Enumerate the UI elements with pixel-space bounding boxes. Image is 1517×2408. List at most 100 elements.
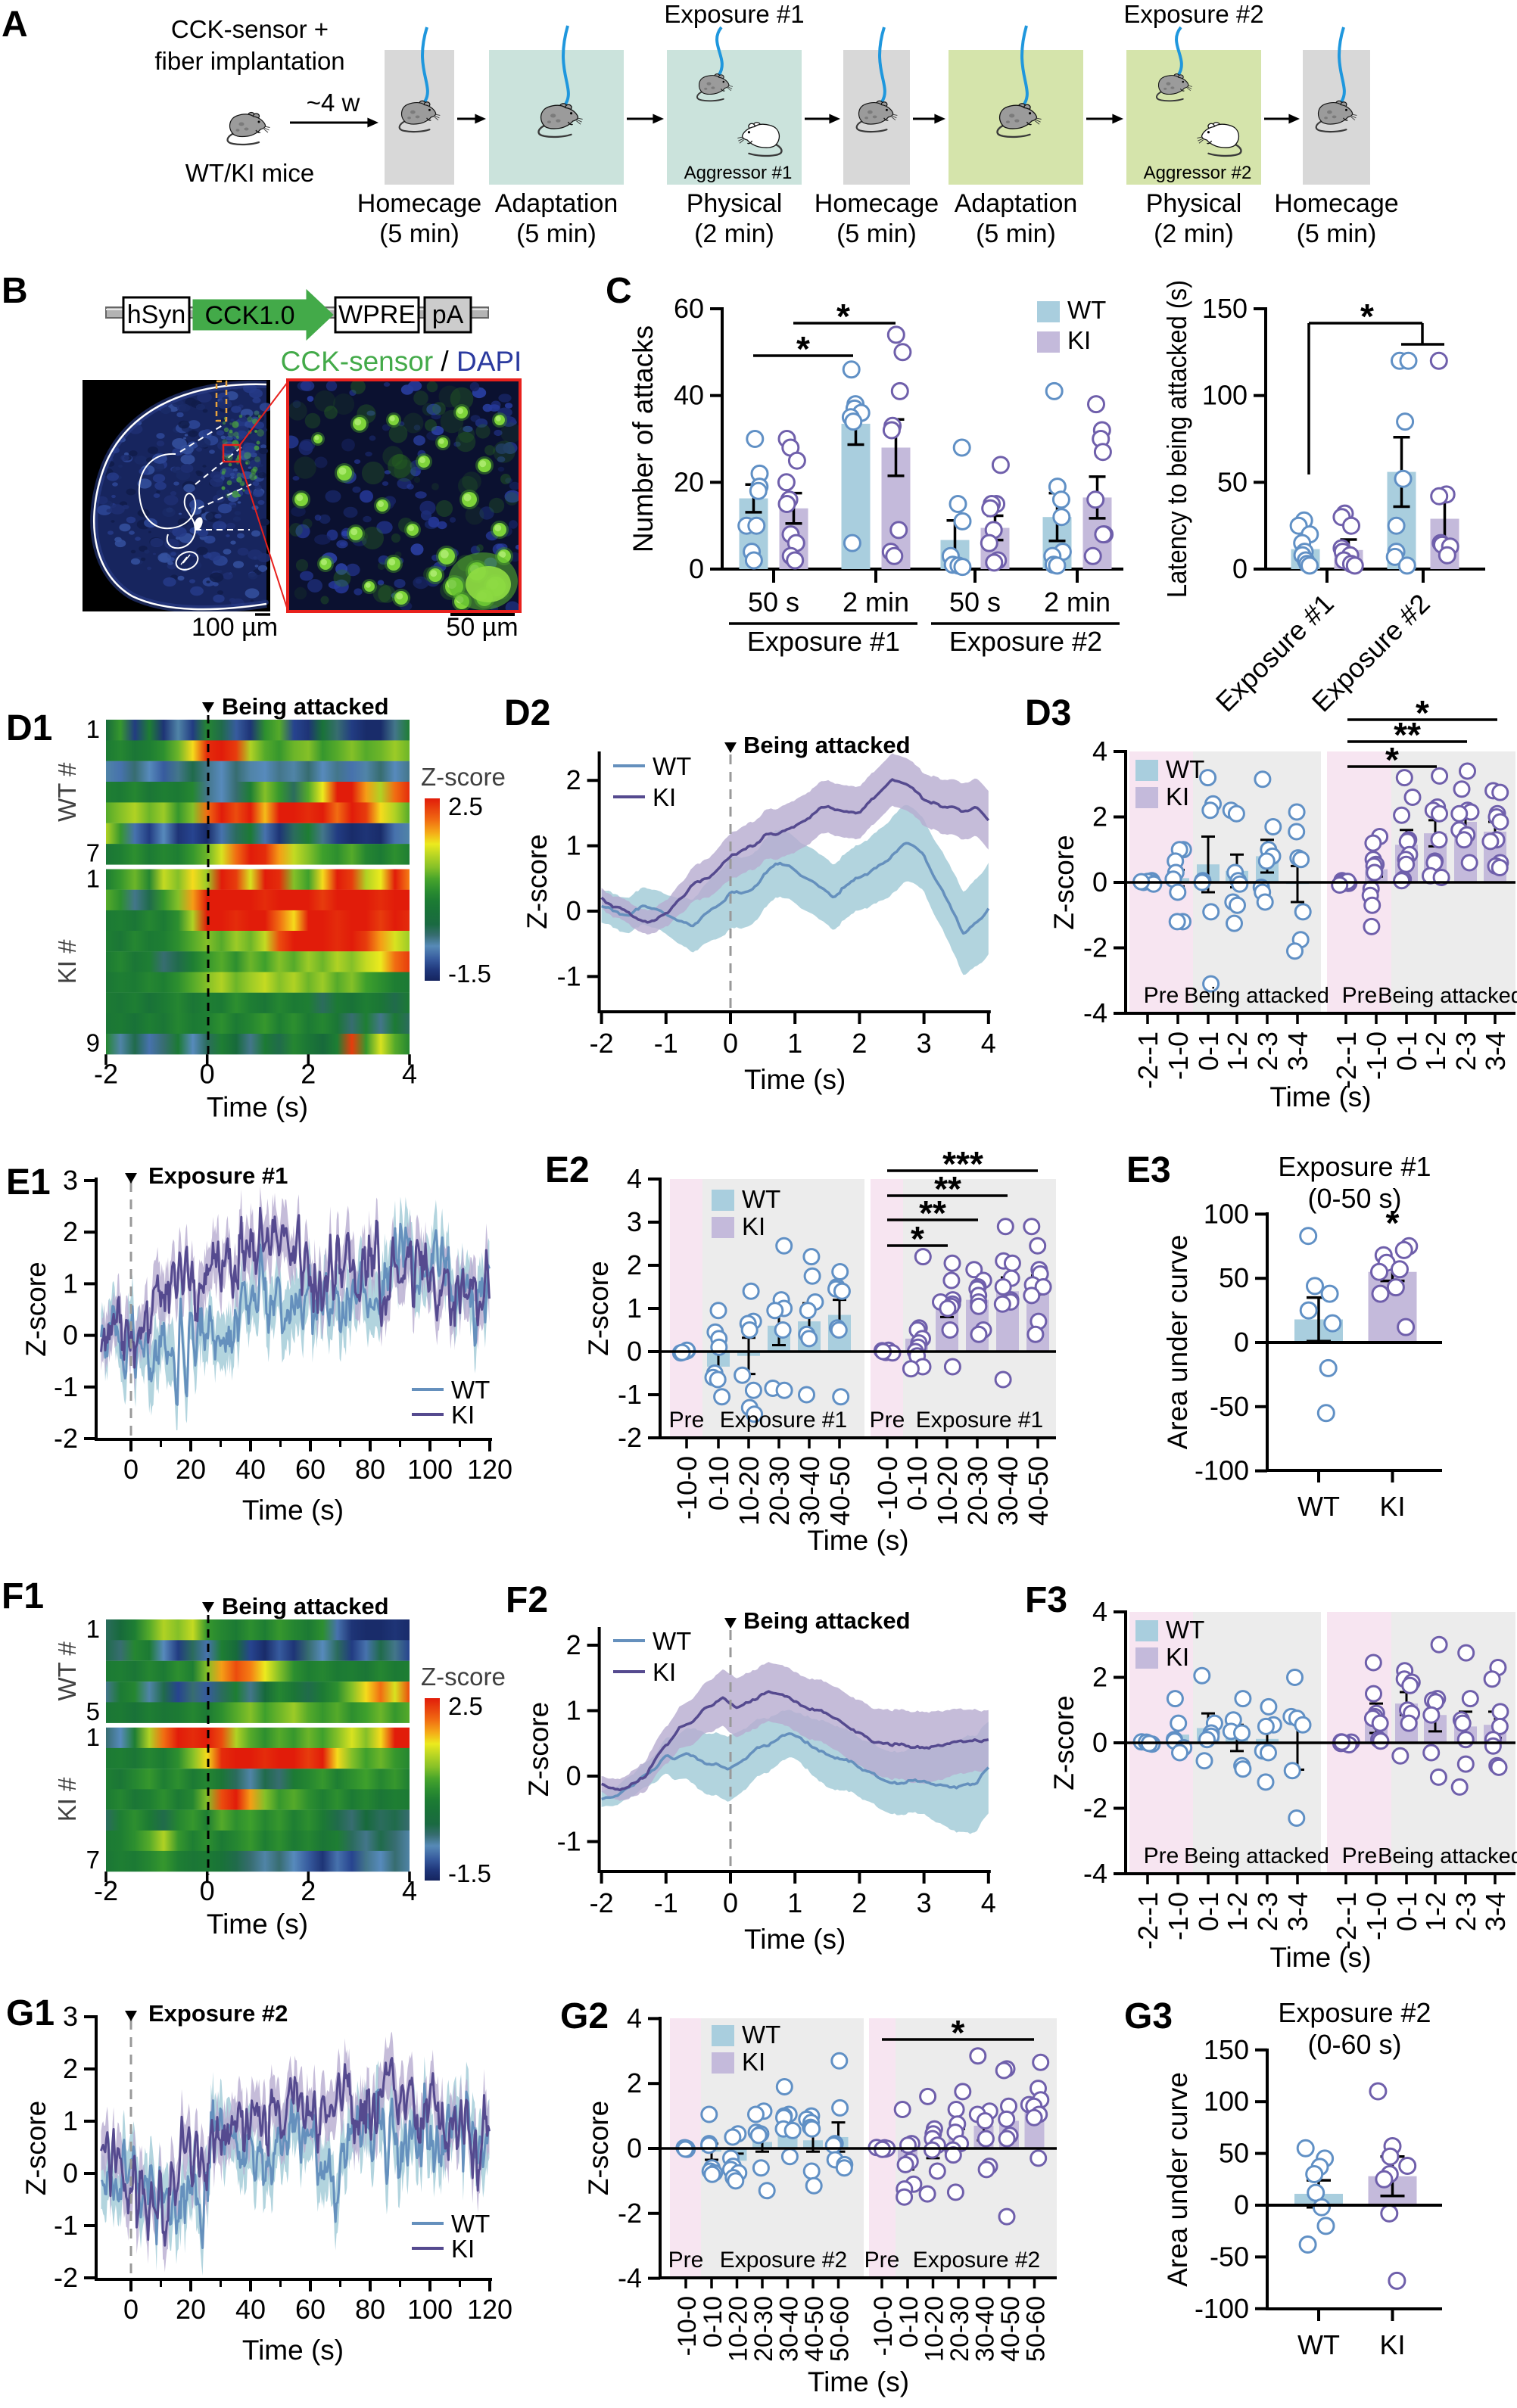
svg-text:Adaptation: Adaptation	[495, 189, 618, 218]
svg-text:30-40: 30-40	[992, 1456, 1023, 1526]
svg-text:KI: KI	[1166, 1643, 1189, 1671]
svg-text:10-20: 10-20	[734, 1456, 765, 1526]
svg-text:Time (s): Time (s)	[207, 1091, 308, 1122]
svg-text:Time (s): Time (s)	[1269, 1942, 1371, 1973]
svg-text:Time (s): Time (s)	[242, 2335, 344, 2366]
svg-text:0: 0	[200, 1875, 215, 1906]
svg-text:40: 40	[235, 2294, 266, 2325]
svg-text:WT/KI mice: WT/KI mice	[185, 159, 315, 187]
svg-text:Homecage: Homecage	[1274, 189, 1398, 218]
svg-text:-10-0: -10-0	[671, 1456, 702, 1520]
svg-text:Exposure #1: Exposure #1	[664, 0, 804, 28]
svg-text:4: 4	[981, 1887, 996, 1918]
svg-text:1: 1	[63, 1268, 78, 1299]
svg-text:Exposure #2: Exposure #2	[949, 626, 1102, 657]
svg-text:Being attacked: Being attacked	[743, 1607, 911, 1634]
svg-text:-1: -1	[557, 960, 581, 991]
svg-text:Time (s): Time (s)	[807, 1525, 908, 1556]
svg-text:50: 50	[1219, 1262, 1249, 1293]
svg-text:Being attacked: Being attacked	[743, 732, 911, 758]
svg-text:Exposure #1: Exposure #1	[916, 1408, 1043, 1433]
svg-text:F2: F2	[506, 1580, 548, 1620]
svg-text:WT: WT	[653, 1627, 691, 1655]
svg-text:WT: WT	[451, 1376, 490, 1404]
svg-text:1: 1	[86, 864, 100, 892]
svg-text:4: 4	[981, 1028, 996, 1059]
svg-text:2: 2	[63, 2053, 78, 2084]
svg-text:2: 2	[566, 764, 581, 795]
svg-text:WT: WT	[742, 1185, 780, 1213]
svg-text:*: *	[911, 1219, 924, 1258]
svg-text:E2: E2	[545, 1150, 590, 1190]
svg-text:Aggressor #2: Aggressor #2	[1144, 163, 1252, 183]
svg-text:2: 2	[1092, 801, 1107, 832]
svg-text:60: 60	[674, 293, 704, 324]
svg-text:KI: KI	[742, 1212, 765, 1240]
svg-text:0: 0	[63, 1320, 78, 1351]
svg-text:Z-score: Z-score	[421, 1663, 506, 1691]
svg-text:D3: D3	[1025, 693, 1071, 733]
svg-text:2: 2	[1092, 1662, 1107, 1693]
svg-text:0: 0	[123, 2294, 139, 2325]
svg-text:-2: -2	[1083, 1793, 1107, 1824]
svg-text:100 µm: 100 µm	[192, 613, 278, 642]
svg-text:hSyn: hSyn	[127, 300, 186, 329]
svg-text:0: 0	[1234, 1327, 1249, 1358]
svg-text:CCK-sensor / DAPI: CCK-sensor / DAPI	[281, 346, 522, 377]
svg-text:Exposure #2: Exposure #2	[1278, 1997, 1431, 2028]
svg-text:KI: KI	[742, 2048, 765, 2076]
svg-text:WT: WT	[1166, 1616, 1204, 1644]
svg-text:Time (s): Time (s)	[744, 1924, 846, 1955]
svg-text:1: 1	[566, 830, 581, 861]
svg-text:fiber implantation: fiber implantation	[154, 47, 344, 75]
svg-text:3: 3	[627, 1206, 642, 1237]
svg-text:WPRE: WPRE	[338, 300, 416, 329]
svg-text:4: 4	[627, 1163, 642, 1194]
svg-text:(0-60 s): (0-60 s)	[1307, 2029, 1401, 2060]
svg-text:(5 min): (5 min)	[976, 219, 1056, 248]
svg-text:-1: -1	[557, 1826, 581, 1857]
svg-text:Pre: Pre	[1144, 1843, 1179, 1868]
svg-text:F3: F3	[1025, 1580, 1067, 1620]
svg-text:2-3: 2-3	[1450, 1031, 1481, 1071]
svg-text:1: 1	[63, 2105, 78, 2136]
svg-text:Homecage: Homecage	[815, 189, 939, 218]
svg-text:**: **	[919, 1193, 946, 1233]
svg-text:-1.5: -1.5	[448, 1859, 491, 1887]
svg-text:0-1: 0-1	[1391, 1892, 1422, 1931]
svg-text:Being attacked: Being attacked	[1184, 984, 1329, 1008]
svg-text:Pre: Pre	[870, 1408, 905, 1433]
svg-text:2: 2	[301, 1875, 316, 1906]
svg-text:1: 1	[787, 1028, 802, 1059]
svg-text:-2: -2	[590, 1887, 614, 1918]
svg-text:G2: G2	[560, 1996, 609, 2036]
svg-text:*: *	[1416, 693, 1429, 733]
svg-text:Exposure #1: Exposure #1	[1278, 1151, 1431, 1182]
svg-text:-2: -2	[54, 2262, 78, 2293]
svg-text:Exposure #2: Exposure #2	[720, 2248, 847, 2273]
svg-text:0: 0	[123, 1454, 139, 1485]
svg-text:2: 2	[63, 1216, 78, 1247]
svg-text:4: 4	[627, 2002, 642, 2033]
svg-text:KI: KI	[653, 783, 676, 811]
svg-text:~4 w: ~4 w	[307, 89, 360, 117]
svg-text:-4: -4	[618, 2263, 642, 2294]
svg-text:Pre: Pre	[1342, 1843, 1378, 1868]
svg-text:Homecage: Homecage	[357, 189, 481, 218]
svg-text:**: **	[934, 1169, 961, 1209]
svg-text:1-2: 1-2	[1420, 1892, 1451, 1931]
svg-text:Area under curve: Area under curve	[1162, 1235, 1193, 1450]
svg-text:2-3: 2-3	[1450, 1892, 1481, 1931]
svg-text:-50: -50	[1210, 1391, 1249, 1422]
svg-text:Adaptation: Adaptation	[955, 189, 1078, 218]
svg-text:60: 60	[295, 1454, 326, 1485]
svg-text:Z-score: Z-score	[20, 1262, 51, 1356]
svg-text:KI: KI	[1067, 326, 1091, 354]
svg-text:-100: -100	[1195, 2293, 1249, 2324]
svg-text:-1: -1	[654, 1028, 678, 1059]
svg-text:Z-score: Z-score	[1048, 1695, 1079, 1790]
svg-text:**: **	[1394, 715, 1421, 754]
svg-text:0: 0	[627, 1336, 642, 1367]
svg-text:2: 2	[627, 1249, 642, 1280]
svg-text:1-2: 1-2	[1222, 1892, 1253, 1931]
